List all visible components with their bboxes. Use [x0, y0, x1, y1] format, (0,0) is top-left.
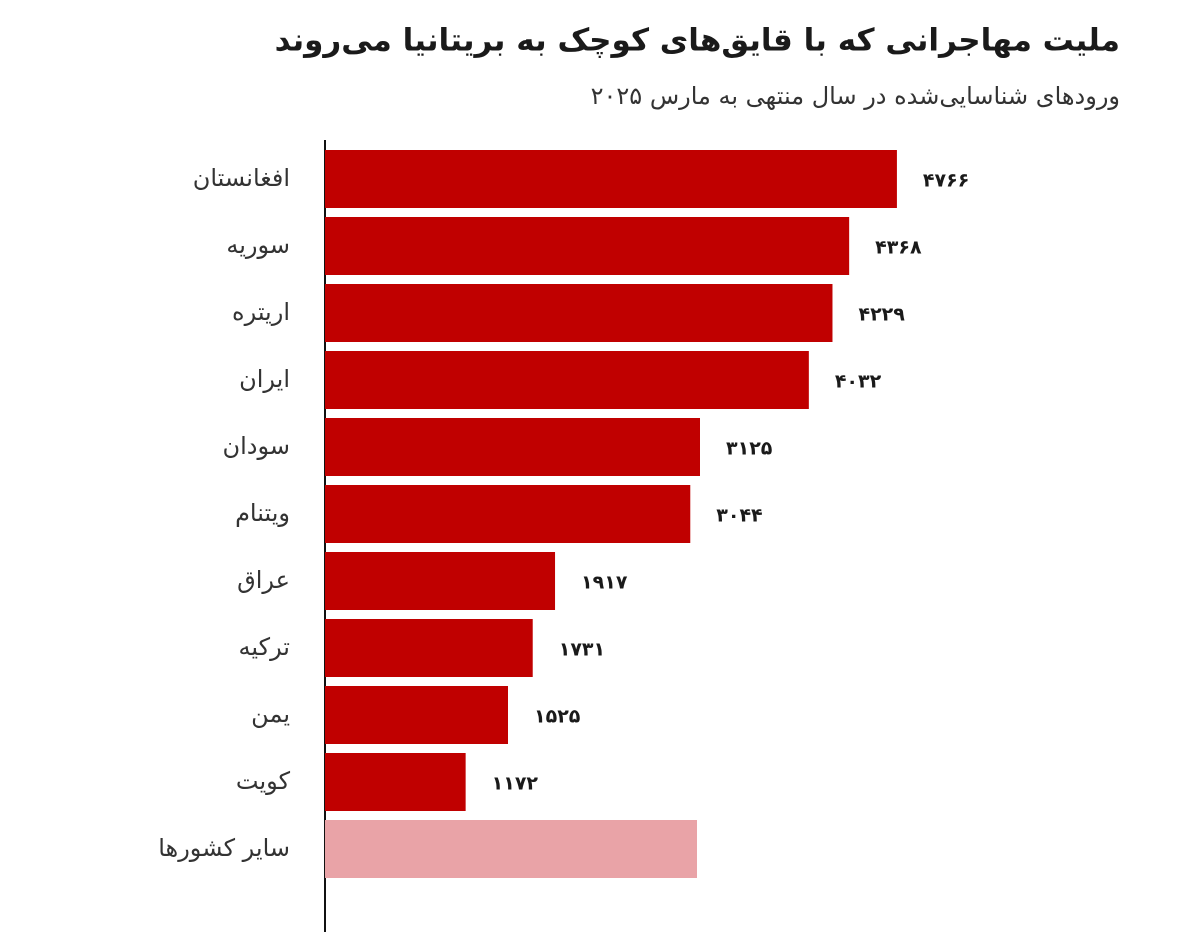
y-tick-label: عراق	[237, 566, 290, 594]
bar	[325, 485, 691, 543]
y-tick-label: ویتنام	[235, 499, 290, 527]
bar	[325, 418, 700, 476]
y-tick-label: افغانستان	[193, 164, 290, 192]
chart-subtitle: ورودهای شناسایی‌شده در سال منتهی به مارس…	[591, 82, 1120, 110]
y-tick-label: ترکیه	[239, 633, 290, 661]
value-label: ۴۳۶۸	[875, 237, 922, 259]
bar	[325, 686, 508, 744]
value-label: ۴۰۳۲	[835, 371, 882, 393]
chart-title: ملیت مهاجرانی که با قایق‌های کوچک به بری…	[275, 23, 1120, 59]
bar	[325, 351, 809, 409]
value-label: ۱۵۲۵	[534, 706, 581, 728]
bar	[325, 284, 833, 342]
y-tick-label: سودان	[223, 432, 291, 460]
value-label: ۴۷۶۶	[923, 170, 969, 192]
y-tick-label: سوریه	[226, 231, 290, 259]
value-label: ۱۹۱۷	[581, 572, 628, 594]
value-label: ۴۲۲۹	[858, 304, 905, 326]
y-tick-label: سایر کشورها	[158, 834, 290, 862]
y-tick-label: اریتره	[232, 298, 290, 326]
value-label: ۱۱۷۲	[492, 773, 539, 795]
y-tick-label: ایران	[239, 365, 290, 393]
bar	[325, 753, 466, 811]
value-label: ۱۷۳۱	[559, 639, 605, 661]
y-tick-label: کویت	[236, 767, 291, 795]
bar	[325, 552, 556, 610]
value-label: ۳۱۲۵	[726, 438, 773, 460]
bar	[325, 820, 697, 878]
value-label: ۳۰۴۴	[716, 505, 762, 527]
bar	[325, 150, 897, 208]
bar	[325, 619, 533, 677]
bar	[325, 217, 850, 275]
y-tick-label: یمن	[251, 700, 290, 728]
